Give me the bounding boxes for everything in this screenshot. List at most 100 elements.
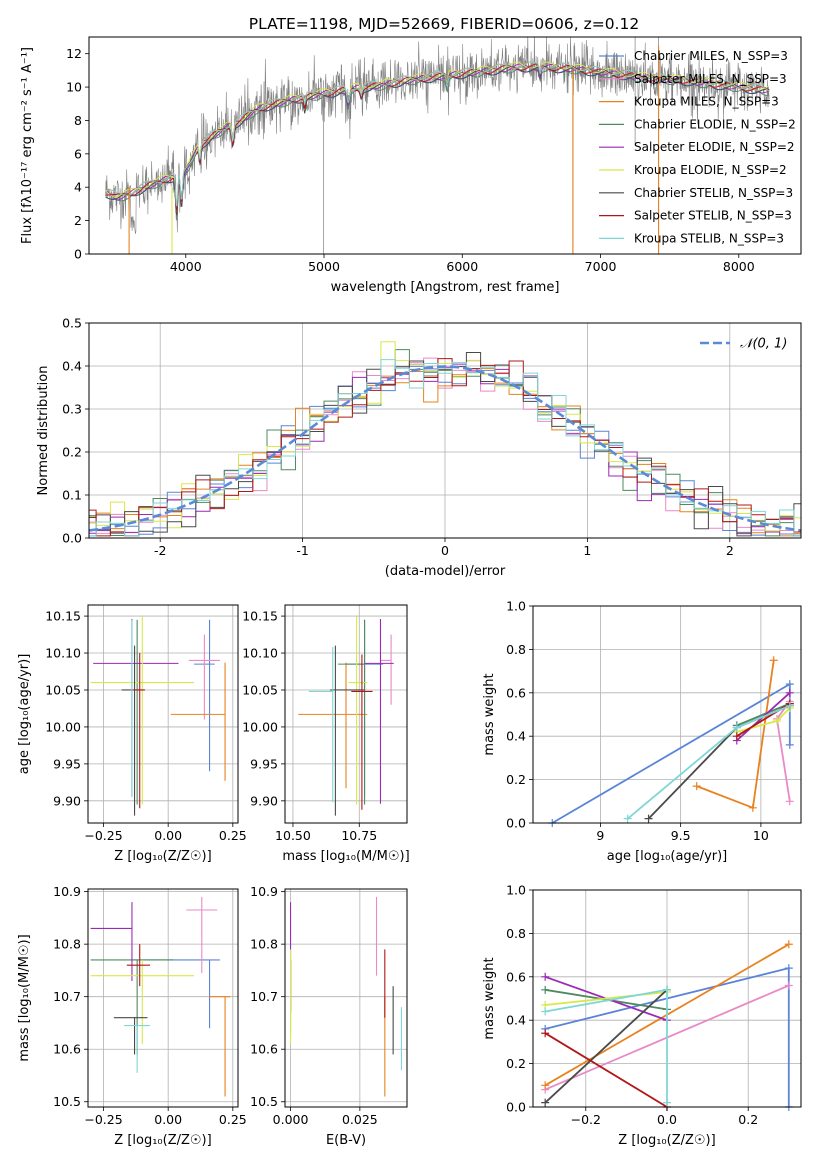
histogram-chabrier-elodie bbox=[89, 349, 801, 537]
errorbar-kroupa-elodie bbox=[348, 616, 368, 805]
errorbar-kroupa-elodie bbox=[90, 959, 195, 1044]
x-tick-label: −0.25 bbox=[84, 828, 122, 843]
weight-marker bbox=[785, 797, 794, 806]
legend-label-salpeter-stelib: Salpeter STELIB, N_SSP=3 bbox=[634, 209, 792, 223]
y-tick-label: 10.7 bbox=[250, 989, 278, 1004]
x-axis-label: E(B-V) bbox=[326, 1133, 366, 1148]
axes-frame bbox=[88, 322, 802, 539]
y-axis-label: Flux [fλ10⁻¹⁷ erg cm⁻² s⁻¹ A⁻¹] bbox=[20, 47, 35, 244]
x-axis-label: Z [log₁₀(Z/Z☉)] bbox=[114, 1133, 211, 1148]
errorbar-kroupa-stelib bbox=[308, 647, 334, 803]
x-tick-label: 0.25 bbox=[219, 828, 247, 843]
errorbar-salpeter-stelib bbox=[351, 654, 373, 810]
mass-vs-Z-marks bbox=[90, 896, 231, 1097]
weight-vs-age-marks bbox=[548, 656, 794, 827]
x-tick-label: 0.0 bbox=[657, 1112, 677, 1127]
x-tick-label: −0.2 bbox=[571, 1112, 601, 1127]
weight-marker bbox=[732, 732, 741, 741]
x-tick-label: 10.75 bbox=[341, 828, 377, 843]
y-tick-label: 10.10 bbox=[242, 646, 278, 661]
spectrum-legend: Chabrier MILES, N_SSP=3 Salpeter MILES, N… bbox=[599, 49, 796, 245]
axes-frame bbox=[532, 605, 802, 824]
weight-marker bbox=[732, 723, 741, 732]
x-tick-label: 5000 bbox=[308, 259, 340, 274]
x-tick-label: 9 bbox=[596, 828, 604, 843]
y-tick-label: 0 bbox=[74, 247, 82, 262]
weight-marker bbox=[784, 964, 793, 973]
y-tick-label: 9.95 bbox=[250, 756, 278, 771]
y-tick-label: 0.0 bbox=[506, 1100, 526, 1115]
y-tick-label: 10.8 bbox=[250, 937, 278, 952]
y-tick-label: 0.3 bbox=[62, 402, 82, 417]
errorbar-salpeter-stelib bbox=[126, 944, 151, 987]
y-axis-label: mass weight bbox=[482, 673, 497, 755]
y-tick-label: 0.4 bbox=[506, 1013, 526, 1028]
legend-label-chabrier-miles: Chabrier MILES, N_SSP=3 bbox=[634, 49, 788, 63]
y-tick-label: 10.8 bbox=[53, 937, 81, 952]
x-tick-label: −0.25 bbox=[84, 1112, 122, 1127]
mass-vs-ebv-panel: 0.000 0.025 10.5 10.6 10.7 10.8 10.9 E(B-V) bbox=[250, 884, 408, 1148]
y-tick-label: 8 bbox=[74, 113, 82, 128]
histogram-salpeter-stelib bbox=[89, 358, 801, 537]
histogram-kroupa-stelib bbox=[89, 359, 801, 537]
weight-marker bbox=[623, 814, 632, 823]
weight-marker bbox=[541, 1007, 550, 1016]
y-tick-label: 0.4 bbox=[62, 359, 82, 374]
x-tick-label: 0.025 bbox=[342, 1112, 378, 1127]
gaussian-reference-curve bbox=[89, 365, 801, 532]
x-axis-label: age [log₁₀(age/yr)] bbox=[607, 849, 728, 864]
y-axis-label: age [log₁₀(age/yr)] bbox=[17, 654, 32, 775]
y-tick-label: 0.2 bbox=[506, 772, 526, 787]
x-axis-label: mass [log₁₀(M/M☉)] bbox=[282, 849, 409, 864]
legend-label-chabrier-stelib: Chabrier STELIB, N_SSP=3 bbox=[634, 186, 793, 200]
histogram-kroupa-elodie bbox=[89, 341, 801, 532]
weight-marker bbox=[784, 940, 793, 949]
x-axis-label: wavelength [Angstrom, rest frame] bbox=[331, 280, 560, 295]
weight-series-kroupa-stelib bbox=[541, 985, 671, 1107]
y-tick-label: 0.2 bbox=[62, 445, 82, 460]
axes-frame bbox=[284, 888, 408, 1108]
x-tick-label: 4000 bbox=[170, 259, 202, 274]
weight-vs-Z-marks bbox=[541, 940, 793, 1111]
y-tick-label: 10.6 bbox=[53, 1042, 81, 1057]
figure-title: PLATE=1198, MJD=52669, FIBERID=0606, z=0… bbox=[249, 15, 639, 33]
y-tick-label: 0.6 bbox=[506, 685, 526, 700]
y-tick-label: 6 bbox=[74, 146, 82, 161]
y-tick-label: 1.0 bbox=[506, 599, 526, 614]
y-tick-label: 10.7 bbox=[53, 989, 81, 1004]
panels: 4000 5000 6000 7000 8000024681012wavelength … bbox=[17, 36, 802, 1148]
errorbar-kroupa-stelib bbox=[124, 1025, 151, 1073]
x-tick-label: 9.5 bbox=[671, 828, 691, 843]
age-vs-Z-panel: −0.25 0.00 0.25 9.90 9.95 10.00 10.05 10.10 10.1… bbox=[17, 604, 247, 864]
y-tick-label: 10.6 bbox=[250, 1042, 278, 1057]
axes-frame bbox=[87, 604, 239, 824]
x-tick-label: 7000 bbox=[585, 259, 617, 274]
y-tick-label: 10.5 bbox=[53, 1094, 81, 1109]
x-tick-label: 8000 bbox=[723, 259, 755, 274]
legend-label-kroupa-stelib: Kroupa STELIB, N_SSP=3 bbox=[634, 231, 784, 245]
y-tick-label: 0.5 bbox=[62, 316, 82, 331]
age-vs-mass-marks bbox=[298, 616, 394, 816]
axes-frame bbox=[284, 604, 408, 824]
x-tick-label: 0.00 bbox=[154, 1112, 182, 1127]
weight-marker bbox=[541, 985, 550, 994]
y-tick-label: 0.8 bbox=[506, 642, 526, 657]
x-axis-label: Z [log₁₀(Z/Z☉)] bbox=[114, 849, 211, 864]
spectrum-panel: 4000 5000 6000 7000 8000 0 2 4 6 8 10 12 wavelength … bbox=[20, 36, 802, 295]
errorbar-kroupa-elodie bbox=[90, 616, 195, 805]
x-tick-label: 10.50 bbox=[275, 828, 311, 843]
y-tick-label: 10.10 bbox=[45, 646, 81, 661]
x-tick-label: 0.2 bbox=[738, 1112, 758, 1127]
x-tick-label: 0 bbox=[441, 543, 449, 558]
errorbar-kroupa-miles bbox=[209, 996, 231, 1097]
x-tick-label: 10 bbox=[753, 828, 769, 843]
y-tick-label: 9.95 bbox=[53, 756, 81, 771]
weight-marker bbox=[772, 717, 781, 726]
weight-marker bbox=[692, 782, 701, 791]
errorbar-chabrier-stelib bbox=[113, 1017, 148, 1055]
x-axis-label: Z [log₁₀(Z/Z☉)] bbox=[618, 1133, 715, 1148]
y-tick-label: 0.8 bbox=[506, 926, 526, 941]
axes-frame bbox=[87, 888, 239, 1108]
errorbar-salpeter-miles bbox=[186, 896, 218, 974]
errorbar-salpeter-elodie bbox=[364, 619, 394, 804]
